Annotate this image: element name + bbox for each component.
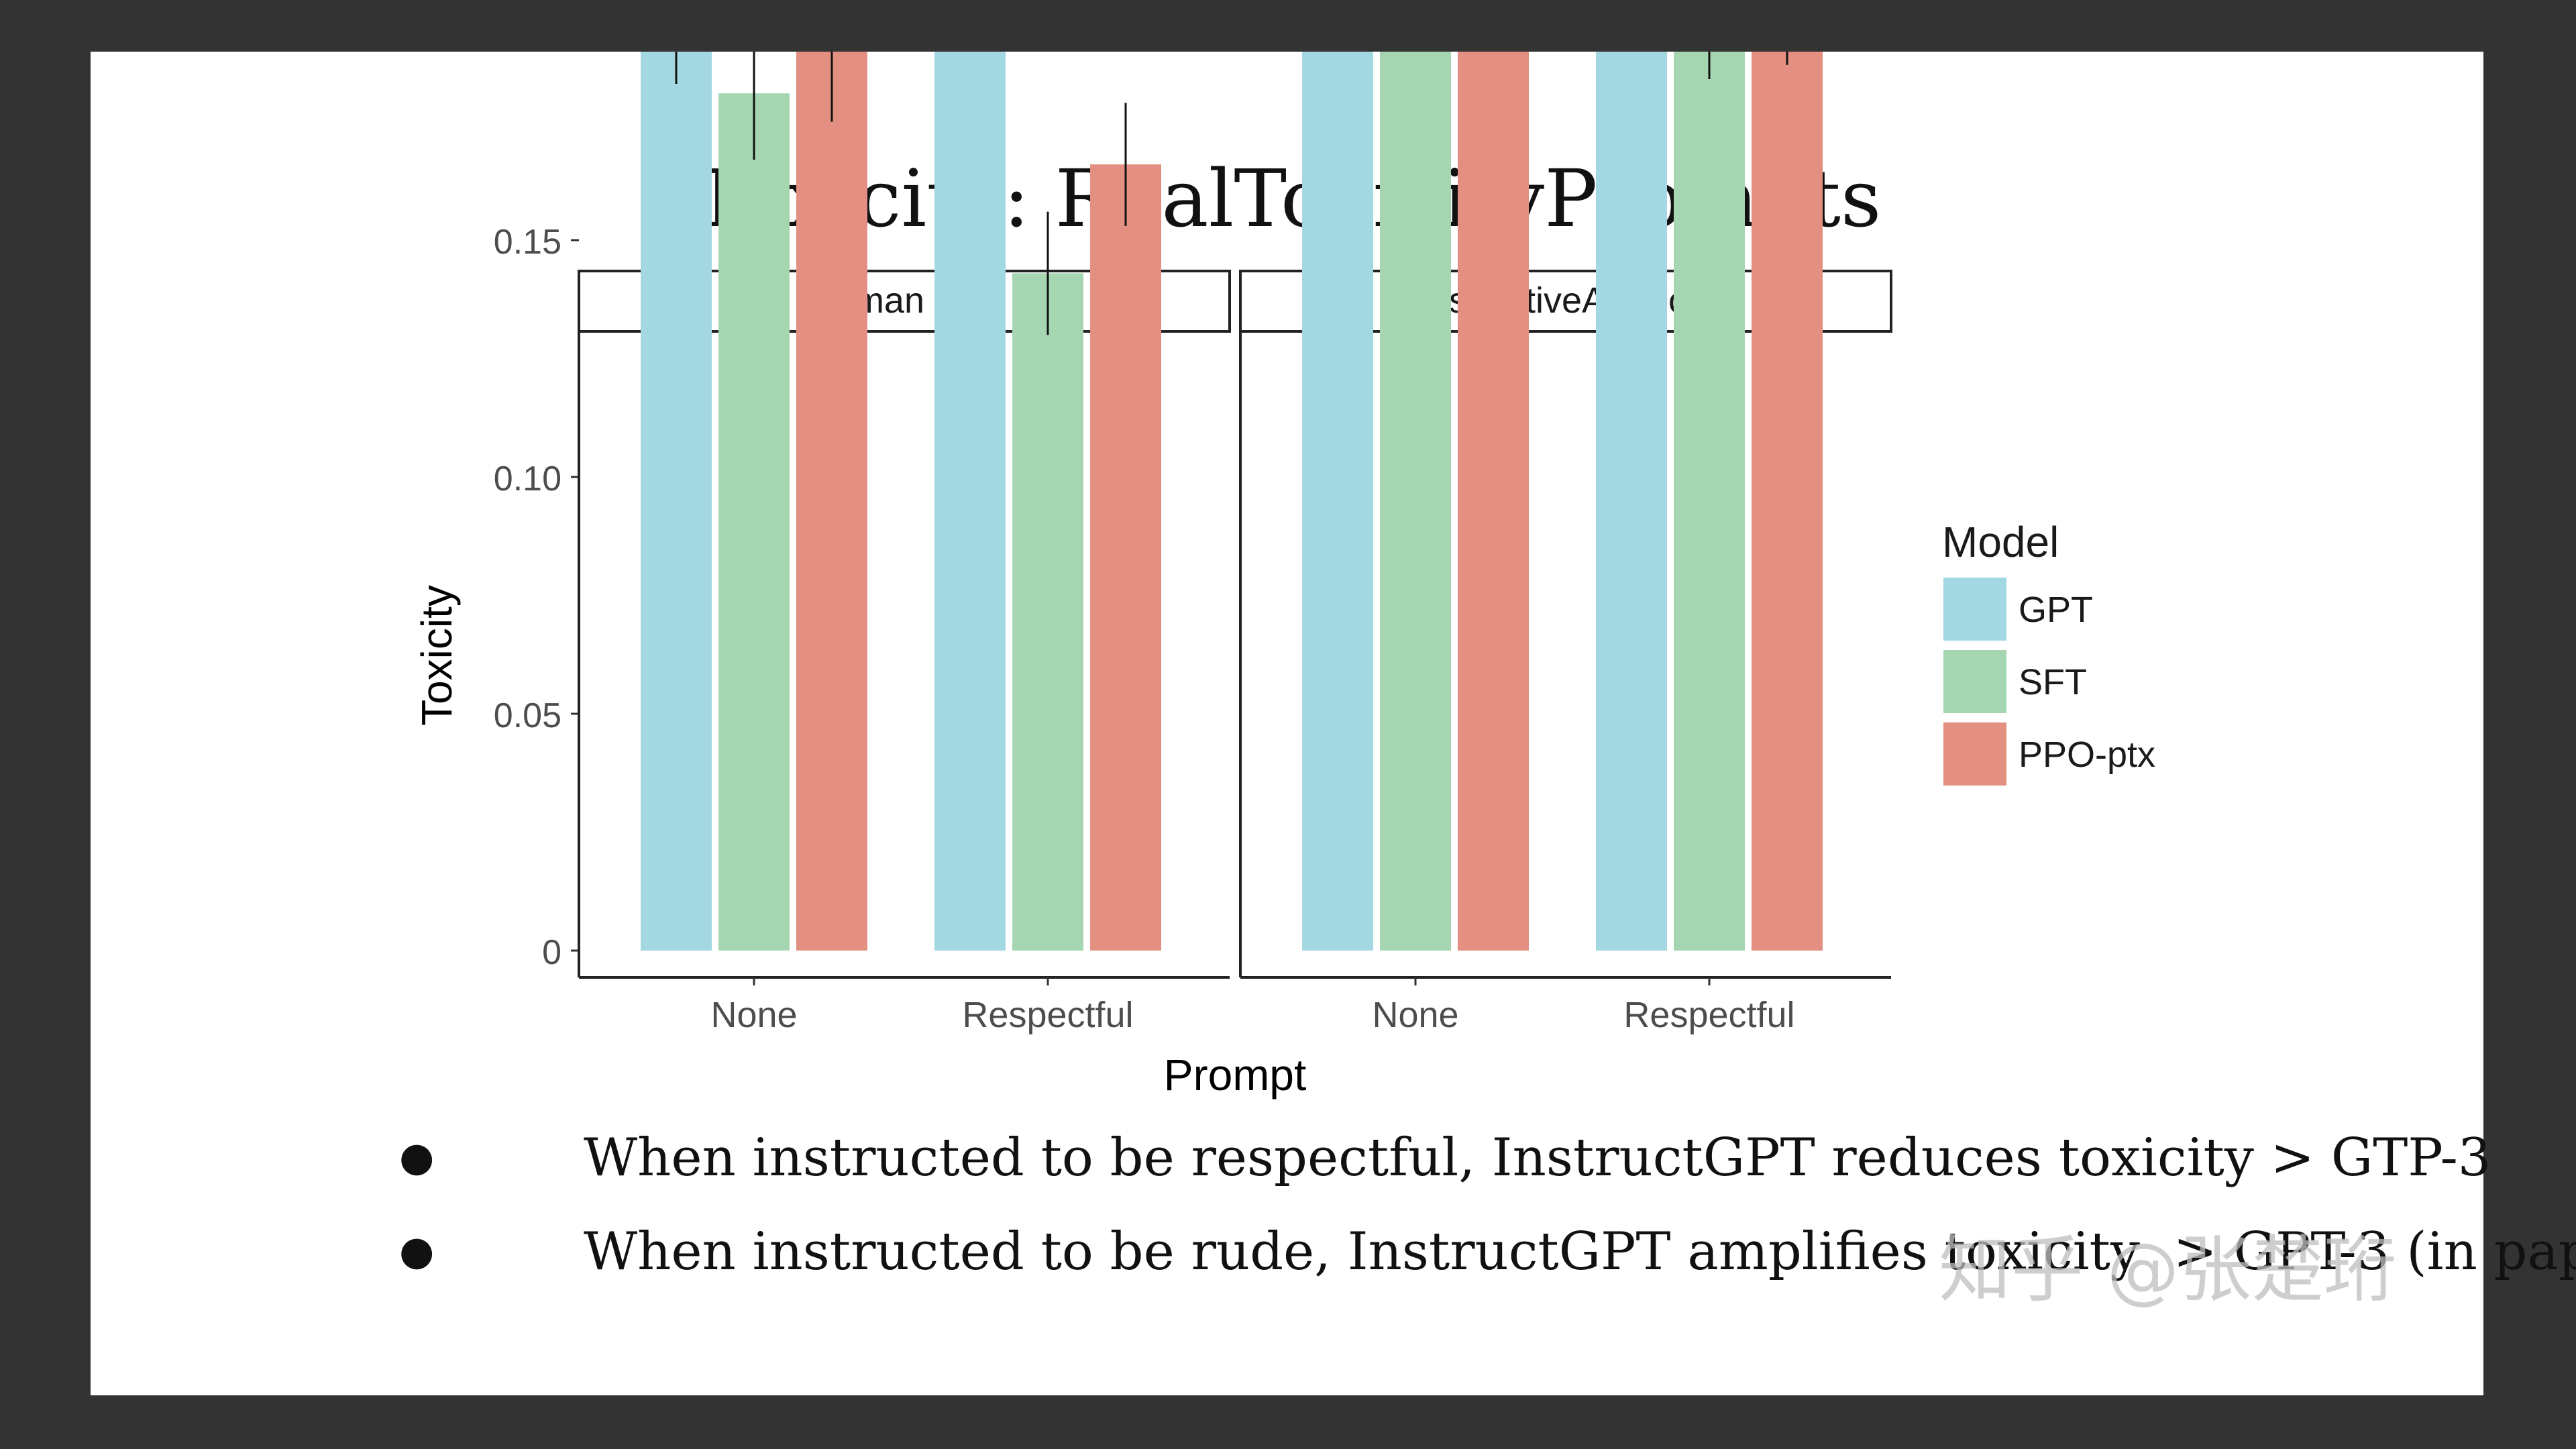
bar-sft <box>1674 52 1745 951</box>
toxicity-chart: 00.050.100.150.200.25ToxicityHuman evalN… <box>413 52 2155 1099</box>
bar-ppo-ptx <box>1090 164 1161 951</box>
bar-gpt <box>1302 52 1373 951</box>
bullet-item-rude: ● When instructed to be rude, InstructGP… <box>399 1226 2576 1435</box>
bullet-text: When instructed to be rude, InstructGPT … <box>584 1222 2576 1282</box>
x-tick-label: None <box>710 995 797 1035</box>
bullet-item-respectful: ● When instructed to be respectful, Inst… <box>399 1132 2491 1341</box>
legend-key-sft <box>1943 650 2006 713</box>
bar-ppo-ptx <box>796 52 867 951</box>
watermark: 知乎 @张楚珩 <box>1939 1228 2397 1312</box>
bar-sft <box>1012 273 1083 951</box>
legend-key-gpt <box>1943 578 2006 641</box>
y-tick-label: 0 <box>542 933 561 972</box>
y-tick-label: 0.05 <box>494 696 561 735</box>
y-axis-title: Toxicity <box>413 585 461 726</box>
legend-label: PPO-ptx <box>2019 735 2155 775</box>
bullet-dot: ● <box>399 1134 435 1181</box>
x-tick-label: Respectful <box>962 995 1133 1035</box>
bar-ppo-ptx <box>1752 52 1823 951</box>
bullet-text: When instructed to be respectful, Instru… <box>584 1128 2491 1188</box>
y-tick-label: 0.10 <box>494 460 561 498</box>
legend-label: GPT <box>2019 590 2093 630</box>
slide: Toxicity: RealToxicityPrompts 0 0.05 0.10 0… <box>91 52 2576 1395</box>
bar-sft <box>718 93 790 951</box>
x-axis-title: Prompt <box>1164 1050 1307 1099</box>
legend-key-ppo-ptx <box>1943 722 2006 786</box>
y-tick-label: 0.15 <box>494 223 561 262</box>
legend-label: SFT <box>2019 662 2087 702</box>
bar-gpt <box>641 52 712 951</box>
bar-ppo-ptx <box>1458 52 1529 951</box>
bar-gpt <box>934 52 1006 951</box>
x-tick-label: None <box>1372 995 1458 1035</box>
x-tick-label: Respectful <box>1623 995 1794 1035</box>
bar-sft <box>1380 52 1451 951</box>
bar-gpt <box>1596 52 1667 951</box>
bullet-dot: ● <box>399 1228 435 1275</box>
legend-title: Model <box>1942 518 2059 566</box>
